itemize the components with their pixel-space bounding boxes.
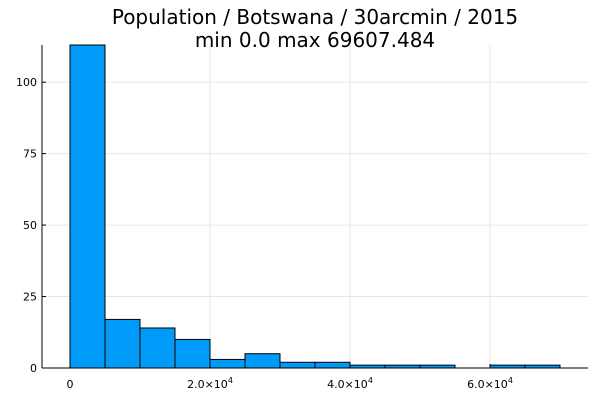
y-tick-label-0: 0 bbox=[30, 362, 37, 375]
x-tick-label-0: 0 bbox=[67, 378, 74, 391]
x-tick-label-2: 4.0×104 bbox=[327, 376, 373, 391]
axes bbox=[41, 45, 588, 369]
histogram-bar-0 bbox=[69, 44, 106, 369]
chart-subtitle: min 0.0 max 69607.484 bbox=[195, 28, 435, 52]
histogram-bar-7 bbox=[314, 361, 351, 369]
y-tick-label-3: 75 bbox=[23, 148, 37, 161]
histogram-bars bbox=[69, 44, 561, 369]
y-tick-label-4: 100 bbox=[16, 76, 37, 89]
histogram-bar-6 bbox=[279, 361, 316, 369]
x-tick-labels: 0 2.0×104 4.0×104 6.0×104 bbox=[67, 376, 513, 391]
histogram-bar-4 bbox=[209, 358, 246, 369]
histogram-bar-2 bbox=[139, 327, 176, 369]
x-tick-label-1: 2.0×104 bbox=[187, 376, 233, 391]
histogram-bar-3 bbox=[174, 338, 211, 369]
histogram-bar-5 bbox=[244, 353, 281, 369]
y-tick-labels: 0 25 50 75 100 bbox=[16, 76, 37, 375]
chart-title: Population / Botswana / 30arcmin / 2015 bbox=[112, 5, 518, 29]
y-tick-label-2: 50 bbox=[23, 219, 37, 232]
x-tick-label-3: 6.0×104 bbox=[467, 376, 513, 391]
y-tick-label-1: 25 bbox=[23, 291, 37, 304]
histogram-bar-1 bbox=[104, 318, 141, 369]
